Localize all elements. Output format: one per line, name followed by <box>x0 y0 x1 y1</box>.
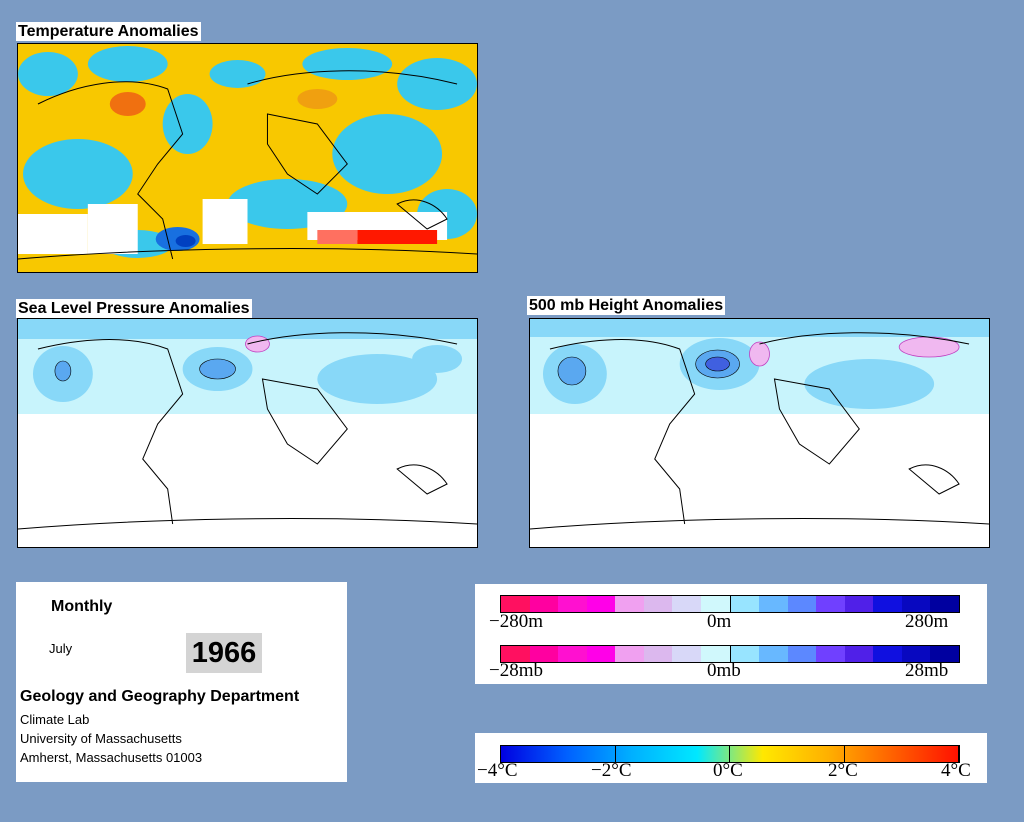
height-map-title: 500 mb Height Anomalies <box>527 296 726 315</box>
temperature-tick-1: −2°C <box>591 760 632 781</box>
slp-map-canvas <box>18 319 477 530</box>
height-swatch <box>729 596 760 612</box>
pressure-swatch <box>529 646 559 662</box>
height-tick-max: 280m <box>905 611 949 632</box>
university-label: University of Massachusetts <box>20 731 182 746</box>
pressure-swatch <box>586 646 616 662</box>
height-swatch <box>615 596 644 612</box>
height-swatch <box>759 596 788 612</box>
height-swatch <box>501 596 530 612</box>
height-swatch <box>586 596 616 612</box>
temperature-tick-mark <box>729 746 730 762</box>
height-anomaly-map <box>529 318 990 548</box>
temperature-colorbar <box>500 745 960 763</box>
pressure-swatch <box>643 646 673 662</box>
temperature-map-canvas <box>18 44 477 272</box>
temperature-tick-0: −4°C <box>477 760 518 781</box>
temperature-tick-4: 4°C <box>941 760 971 781</box>
period-label: Monthly <box>51 598 113 615</box>
temperature-legend: −4°C −2°C 0°C 2°C 4°C <box>475 733 987 783</box>
height-swatch <box>844 596 874 612</box>
pressure-swatch <box>787 646 817 662</box>
temperature-tick-2: 0°C <box>713 760 743 781</box>
pressure-swatch <box>558 646 587 662</box>
height-swatch <box>901 596 931 612</box>
pressure-colorbar <box>500 645 960 663</box>
pressure-tick-max: 28mb <box>905 660 949 681</box>
temperature-tick-3: 2°C <box>828 760 858 781</box>
slp-anomaly-map <box>17 318 478 548</box>
pressure-swatch <box>501 646 530 662</box>
height-tick-zero: 0m <box>707 611 732 632</box>
height-swatch <box>672 596 701 612</box>
pressure-swatch <box>615 646 644 662</box>
pressure-tick-min: −28mb <box>489 660 543 681</box>
height-pressure-legend: −280m 0m 280m −28mb 0mb 28mb <box>475 584 987 684</box>
pressure-swatch <box>759 646 788 662</box>
department-label: Geology and Geography Department <box>20 688 300 705</box>
temperature-tick-mark <box>614 746 616 762</box>
pressure-swatch <box>672 646 701 662</box>
slp-map-title: Sea Level Pressure Anomalies <box>16 299 252 318</box>
lab-label: Climate Lab <box>20 712 90 727</box>
height-swatch <box>873 596 902 612</box>
pressure-swatch <box>816 646 845 662</box>
pressure-swatch <box>729 646 760 662</box>
height-swatch <box>529 596 559 612</box>
pressure-swatch <box>901 646 931 662</box>
year-label: 1966 <box>186 633 262 673</box>
info-panel: Monthly July 1966 Geology and Geography … <box>16 582 347 782</box>
address-label: Amherst, Massachusetts 01003 <box>20 750 203 765</box>
temperature-tick-mark <box>843 746 845 762</box>
pressure-swatch <box>700 646 730 662</box>
height-tick-min: −280m <box>489 611 543 632</box>
height-swatch <box>643 596 673 612</box>
temperature-tick-mark <box>500 746 501 762</box>
height-swatch <box>816 596 845 612</box>
temperature-map-title: Temperature Anomalies <box>16 22 201 41</box>
temperature-anomaly-map <box>17 43 478 273</box>
temperature-tick-mark <box>958 746 959 762</box>
height-swatch <box>558 596 587 612</box>
pressure-swatch <box>844 646 874 662</box>
height-colorbar <box>500 595 960 613</box>
pressure-tick-zero: 0mb <box>707 660 741 681</box>
pressure-swatch <box>930 646 959 662</box>
height-swatch <box>787 596 817 612</box>
pressure-swatch <box>873 646 902 662</box>
height-swatch <box>700 596 730 612</box>
height-swatch <box>930 596 959 612</box>
height-map-canvas <box>530 319 989 530</box>
month-label: July <box>49 641 73 656</box>
